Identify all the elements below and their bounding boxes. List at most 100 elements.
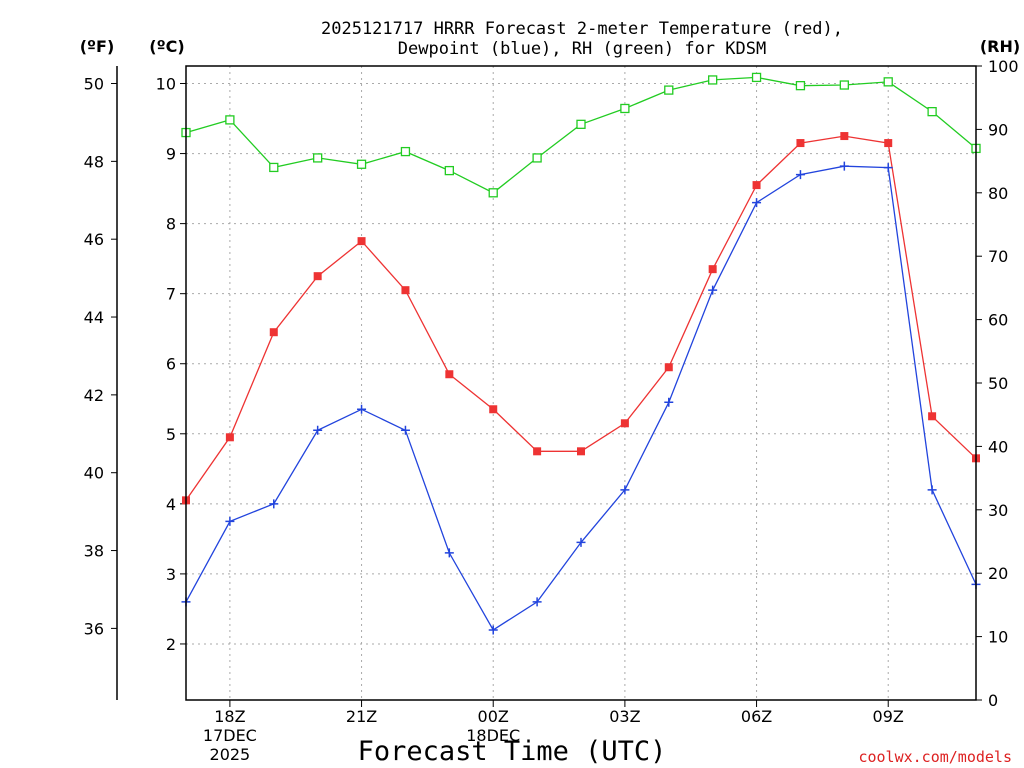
dewpoint-point — [269, 499, 279, 509]
temperature-point — [577, 447, 585, 456]
rh-point — [620, 103, 630, 114]
celsius-axis: 2 3 4 5 6 7 8 9 10 — [156, 75, 186, 654]
time-tick-label: 2025 — [210, 745, 251, 764]
series-layer — [181, 72, 981, 635]
temperature-point — [533, 447, 542, 456]
time-tick-label: 03Z — [609, 707, 640, 726]
celsius-tick-label: 5 — [166, 425, 176, 444]
fahrenheit-tick-label: 48 — [84, 152, 104, 171]
temperature-point — [357, 237, 366, 246]
temperature-point — [269, 328, 278, 337]
time-tick-label: 17DEC — [203, 726, 257, 745]
rh-point — [927, 106, 937, 117]
dewpoint-point — [225, 516, 235, 526]
celsius-tick-label: 8 — [166, 215, 176, 234]
rh-point — [795, 81, 806, 91]
dewpoint-point — [927, 485, 937, 495]
time-tick-label: 06Z — [741, 707, 772, 726]
dewpoint-point — [708, 285, 718, 295]
x-axis-label: Forecast Time (UTC) — [358, 736, 667, 767]
dewpoint-point — [444, 548, 454, 558]
celsius-tick-label: 4 — [166, 495, 176, 514]
rh-point — [532, 153, 542, 163]
fahrenheit-tick-label: 46 — [84, 230, 104, 249]
chart-title-line1: 2025121717 HRRR Forecast 2-meter Tempera… — [321, 19, 843, 39]
dewpoint-point — [752, 198, 762, 208]
rh-tick-label: 70 — [988, 247, 1008, 266]
grid-lines — [186, 66, 976, 700]
fahrenheit-axis: 36 38 40 42 44 46 48 50 — [84, 75, 117, 638]
rh-point — [751, 72, 762, 83]
celsius-tick-label: 9 — [166, 145, 176, 164]
temperature-series-line — [185, 135, 977, 501]
dewpoint-point — [576, 537, 586, 547]
rh-point — [225, 115, 235, 125]
temperature-point — [796, 139, 805, 148]
dewpoint-point — [620, 485, 630, 495]
rh-point — [269, 162, 279, 173]
dewpoint-point — [357, 404, 367, 414]
temperature-point — [884, 139, 893, 148]
temperature-point — [313, 272, 322, 281]
temperature-point — [445, 370, 454, 379]
rh-axis: 0 10 20 30 40 50 60 70 80 90 100 — [976, 57, 1019, 710]
rh-series-line — [185, 76, 977, 194]
dewpoint-series-line — [185, 165, 977, 631]
temperature-point — [752, 181, 761, 190]
rh-point — [356, 159, 367, 169]
time-tick-label: 00Z — [478, 707, 509, 726]
plot-frame — [185, 65, 977, 701]
temperature-point — [489, 405, 498, 414]
dewpoint-point — [883, 163, 893, 173]
dewpoint-point — [795, 170, 805, 180]
dewpoint-point — [839, 161, 849, 171]
time-tick-label: 18Z — [214, 707, 245, 726]
rh-tick-label: 100 — [988, 57, 1019, 76]
rh-tick-label: 10 — [988, 628, 1008, 647]
rh-tick-label: 60 — [988, 311, 1008, 330]
time-tick-label: 18DEC — [466, 726, 520, 745]
time-tick-label: 21Z — [346, 707, 377, 726]
celsius-tick-label: 6 — [166, 355, 176, 374]
rh-point — [664, 85, 674, 95]
celsius-tick-label: 10 — [156, 75, 176, 94]
celsius-tick-label: 3 — [166, 565, 176, 584]
rh-tick-label: 90 — [988, 120, 1008, 139]
rh-point — [576, 119, 586, 129]
fahrenheit-tick-label: 50 — [84, 75, 104, 94]
celsius-tick-label: 2 — [166, 635, 176, 654]
fahrenheit-tick-label: 38 — [84, 542, 104, 561]
temperature-point — [928, 412, 937, 421]
temperature-point — [620, 419, 629, 428]
rh-point — [708, 75, 718, 85]
rh-point — [839, 80, 849, 90]
rh-tick-label: 50 — [988, 374, 1008, 393]
celsius-tick-label: 7 — [166, 285, 176, 304]
time-tick-label: 09Z — [873, 707, 904, 726]
temperature-point — [840, 132, 849, 141]
rh-point — [313, 153, 323, 163]
temperature-point — [401, 286, 410, 295]
dewpoint-point — [488, 625, 498, 635]
temperature-point — [225, 433, 234, 442]
dewpoint-point — [532, 597, 542, 607]
rh-point — [400, 146, 411, 157]
dewpoint-point — [313, 425, 323, 435]
temperature-point — [708, 265, 717, 274]
rh-tick-label: 0 — [988, 691, 998, 710]
rh-point — [444, 165, 454, 176]
fahrenheit-unit-label: (ºF) — [80, 37, 115, 56]
rh-unit-label: (RH) — [980, 37, 1020, 56]
rh-tick-label: 80 — [988, 184, 1008, 203]
temperature-point — [664, 363, 673, 372]
chart-title-line2: Dewpoint (blue), RH (green) for KDSM — [398, 39, 766, 59]
rh-point — [488, 188, 498, 198]
rh-tick-label: 30 — [988, 501, 1008, 520]
rh-point — [883, 77, 893, 87]
dewpoint-point — [664, 397, 674, 407]
rh-tick-label: 40 — [988, 437, 1008, 456]
fahrenheit-tick-label: 44 — [84, 308, 104, 327]
fahrenheit-tick-label: 40 — [84, 464, 104, 483]
